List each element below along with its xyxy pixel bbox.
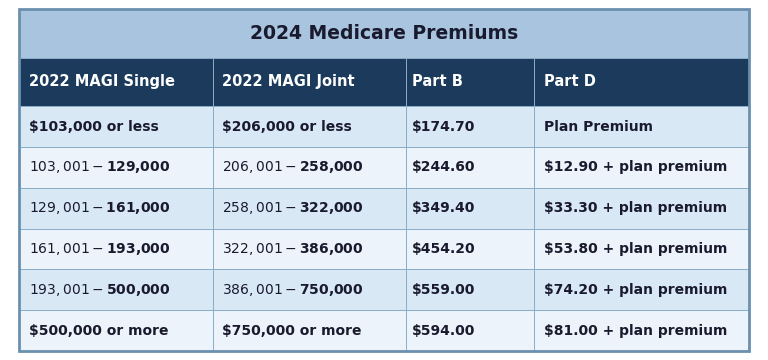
Text: $349.40: $349.40 (412, 201, 475, 215)
Text: Part D: Part D (545, 75, 596, 89)
Text: $174.70: $174.70 (412, 120, 475, 134)
Text: 2022 MAGI Single: 2022 MAGI Single (29, 75, 175, 89)
Text: $81.00 + plan premium: $81.00 + plan premium (545, 324, 728, 338)
Text: $386,001 - $750,000: $386,001 - $750,000 (222, 282, 364, 298)
Text: $594.00: $594.00 (412, 324, 475, 338)
Text: $206,001 - $258,000: $206,001 - $258,000 (222, 159, 364, 175)
Text: $33.30 + plan premium: $33.30 + plan premium (545, 201, 727, 215)
Text: $454.20: $454.20 (412, 242, 476, 256)
Text: $103,000 or less: $103,000 or less (29, 120, 159, 134)
Text: $244.60: $244.60 (412, 161, 475, 174)
Text: $53.80 + plan premium: $53.80 + plan premium (545, 242, 728, 256)
Text: Plan Premium: Plan Premium (545, 120, 654, 134)
Text: $500,000 or more: $500,000 or more (29, 324, 168, 338)
Text: $559.00: $559.00 (412, 283, 475, 297)
Text: 2022 MAGI Joint: 2022 MAGI Joint (222, 75, 355, 89)
Text: Part B: Part B (412, 75, 463, 89)
Text: 2024 Medicare Premiums: 2024 Medicare Premiums (250, 24, 518, 43)
Text: $129,001 - $161,000: $129,001 - $161,000 (29, 200, 170, 216)
Text: $74.20 + plan premium: $74.20 + plan premium (545, 283, 728, 297)
Text: $193,001 - $500,000: $193,001 - $500,000 (29, 282, 170, 298)
Text: $161,001 - $193,000: $161,001 - $193,000 (29, 241, 170, 257)
Text: $322,001 - $386,000: $322,001 - $386,000 (222, 241, 364, 257)
Text: $258,001 - $322,000: $258,001 - $322,000 (222, 200, 364, 216)
Text: $206,000 or less: $206,000 or less (222, 120, 352, 134)
Text: $12.90 + plan premium: $12.90 + plan premium (545, 161, 728, 174)
Text: $750,000 or more: $750,000 or more (222, 324, 362, 338)
Text: $103,001 - $129,000: $103,001 - $129,000 (29, 159, 170, 175)
